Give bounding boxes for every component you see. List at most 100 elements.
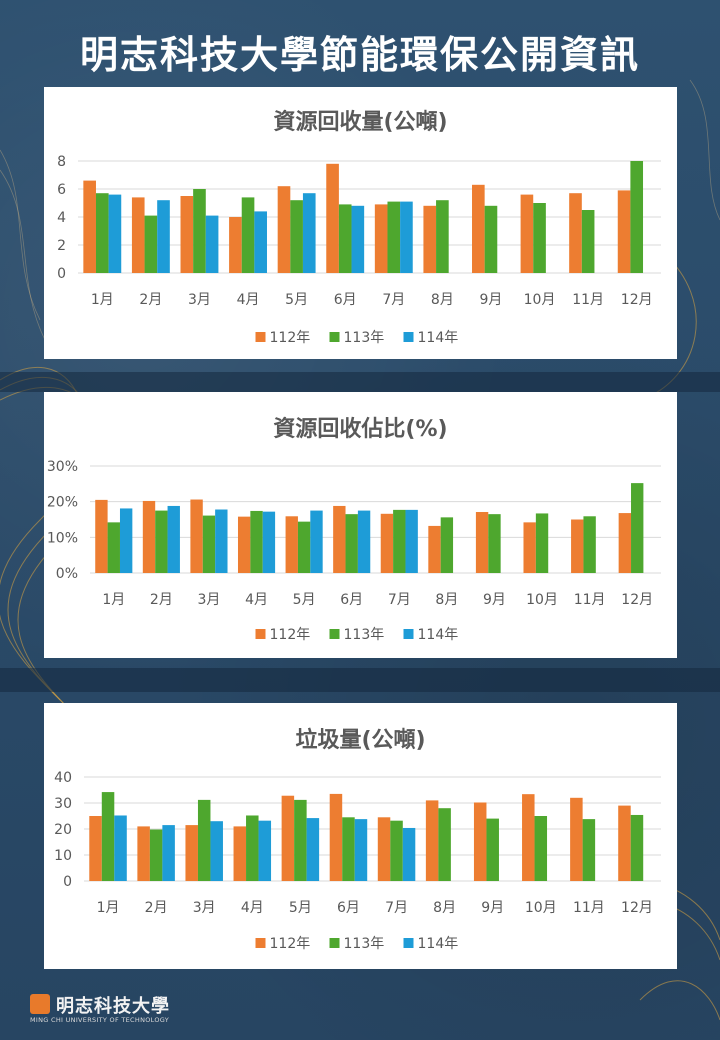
bar: [326, 163, 339, 273]
x-tick-label: 7月: [388, 592, 411, 608]
x-tick-label: 11月: [573, 900, 605, 916]
bar: [83, 180, 96, 273]
bar: [142, 500, 156, 573]
bar: [617, 190, 631, 273]
bar: [210, 821, 223, 881]
bar: [95, 193, 109, 273]
bar: [390, 820, 403, 881]
chart-recycle-ratio: 資源回收佔比(%) 0% 10% 20% 30% 1月 2月 3月 4月 5月 6月 7月 8月 9月 10…: [47, 416, 661, 643]
legend-swatch: [403, 629, 414, 639]
legend-label: 113年: [344, 936, 385, 952]
logo-mark-icon: [30, 994, 50, 1014]
bar: [137, 826, 150, 881]
x-tick-label: 4月: [237, 292, 260, 308]
y-tick-label: 0: [63, 874, 72, 890]
bar: [581, 210, 595, 273]
x-tick-label: 7月: [385, 900, 408, 916]
bar: [484, 205, 498, 273]
bar: [345, 514, 358, 573]
bar: [425, 800, 439, 881]
x-tick-label: 12月: [621, 900, 653, 916]
x-tick-label: 5月: [285, 292, 308, 308]
x-tick-label: 4月: [241, 900, 264, 916]
bar: [522, 794, 535, 881]
x-tick-label: 11月: [574, 592, 606, 608]
bar: [342, 817, 355, 881]
legend-swatch: [403, 938, 414, 948]
legend-label: 113年: [344, 330, 385, 346]
y-tick-label: 40: [54, 770, 72, 786]
x-tick-label: 8月: [433, 900, 456, 916]
bar: [618, 513, 632, 573]
chart-panel-recycle-amount: 資源回收量(公噸) 0 2 4 6 8 1月 2月 3月 4月 5月 6月 7月 8月 9月 10月 11月 12…: [44, 87, 677, 359]
chart-garbage-amount: 垃圾量(公噸) 0 10 20 30 40 1月 2月 3月 4月 5月 6月 7月 8月 9月 10月 11月…: [54, 727, 661, 952]
bar: [569, 193, 582, 273]
bar: [472, 184, 485, 273]
bar: [393, 509, 406, 573]
bar: [215, 509, 228, 573]
bar: [631, 483, 644, 573]
bar: [197, 799, 211, 881]
x-tick-label: 3月: [197, 592, 220, 608]
bar: [290, 200, 303, 273]
bar: [377, 817, 391, 881]
y-tick-label: 20%: [47, 495, 78, 511]
legend-label: 113年: [344, 627, 385, 643]
x-tick-label: 9月: [479, 292, 502, 308]
bar: [440, 517, 454, 573]
bar: [101, 792, 115, 881]
bar: [285, 516, 298, 573]
x-tick-label: 10月: [526, 592, 558, 608]
bar: [535, 513, 549, 573]
university-logo: 明志科技大學 MING CHI UNIVERSITY OF TECHNOLOGY: [30, 992, 230, 1028]
x-tick-label: 11月: [572, 292, 604, 308]
chart-title: 資源回收量(公噸): [273, 109, 447, 135]
legend-label: 112年: [270, 330, 311, 346]
y-tick-label: 20: [54, 822, 72, 838]
legend-swatch: [329, 938, 340, 948]
x-tick-label: 9月: [481, 900, 504, 916]
bar: [306, 818, 320, 881]
x-tick-label: 8月: [435, 592, 458, 608]
bar: [329, 793, 343, 881]
chart-title: 資源回收佔比(%): [273, 416, 447, 442]
bar: [131, 197, 145, 273]
bar: [185, 825, 198, 881]
x-tick-label: 12月: [621, 292, 653, 308]
bar: [241, 197, 255, 273]
legend-swatch: [255, 332, 266, 342]
bar: [119, 508, 133, 573]
bar: [302, 193, 316, 273]
bar: [281, 795, 295, 881]
legend-label: 114年: [418, 627, 459, 643]
y-tick-label: 4: [57, 210, 66, 226]
bar: [475, 512, 489, 573]
legend-label: 114年: [418, 330, 459, 346]
legend-swatch: [255, 629, 266, 639]
bar: [180, 196, 194, 273]
x-tick-label: 12月: [621, 592, 653, 608]
bar: [402, 827, 416, 881]
bar: [520, 194, 534, 273]
bar: [233, 826, 247, 881]
bar: [486, 818, 499, 881]
bar: [436, 200, 449, 273]
bar: [380, 513, 394, 573]
bar: [277, 186, 291, 273]
y-tick-label: 0%: [56, 566, 78, 582]
chart-title: 垃圾量(公噸): [295, 727, 425, 753]
bar: [155, 510, 168, 573]
bar: [533, 203, 546, 273]
legend-label: 114年: [418, 936, 459, 952]
legend-swatch: [403, 332, 414, 342]
bar: [114, 815, 127, 881]
bar: [108, 194, 122, 273]
bar: [258, 820, 272, 881]
bar: [488, 514, 501, 573]
bar: [294, 799, 307, 881]
x-tick-label: 6月: [340, 592, 363, 608]
x-tick-label: 1月: [102, 592, 125, 608]
bar: [310, 510, 323, 573]
y-tick-label: 10%: [47, 530, 78, 546]
legend-swatch: [255, 938, 266, 948]
